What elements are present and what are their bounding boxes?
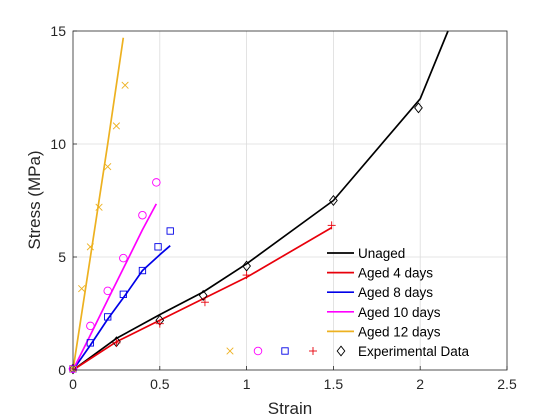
y-tick-label: 0 xyxy=(58,362,66,378)
aged-4-days-data-point xyxy=(112,338,121,347)
aged-10-days-data-point xyxy=(138,210,147,220)
aged-8-days-data-point xyxy=(166,227,174,235)
unaged-line xyxy=(72,30,449,371)
aged-4-days-data-point xyxy=(155,319,164,328)
unaged-data-point xyxy=(414,102,423,114)
aged-10-days-data-point xyxy=(103,286,112,296)
aged-10-days-data-point xyxy=(119,253,128,263)
aged-12-days-data-point xyxy=(78,285,86,293)
aged-10-days-data-point xyxy=(86,321,95,331)
aged-4-days-data-point xyxy=(242,271,251,280)
legend-marker-square xyxy=(281,347,289,355)
aged-4-days-line xyxy=(72,226,333,371)
x-tick-label: 0.5 xyxy=(150,376,170,392)
plot-frame xyxy=(72,30,508,371)
aged-8-days-data-point xyxy=(119,290,127,298)
x-tick-label: 2.5 xyxy=(497,376,517,392)
aged-12-days-data-point xyxy=(112,122,121,130)
y-tick-label: 10 xyxy=(50,136,66,152)
aged-8-days-data-point xyxy=(86,339,95,347)
aged-12-days-data-point xyxy=(95,203,103,211)
aged-12-days-line xyxy=(72,37,125,371)
unaged-data-point xyxy=(329,194,338,207)
legend-label: Aged 10 days xyxy=(358,305,441,320)
y-tick-label: 5 xyxy=(58,249,66,265)
legend: Unaged Aged 4 days Aged 8 days Aged 10 days… xyxy=(226,246,470,359)
aged-4-days-data-point xyxy=(327,221,336,230)
x-tick-label: 0 xyxy=(69,376,77,392)
aged-10-days-data-point xyxy=(152,178,161,187)
legend-label: Aged 4 days xyxy=(358,266,433,281)
aged-8-days-line xyxy=(72,245,171,371)
plot-area xyxy=(73,31,507,370)
data-markers xyxy=(68,81,423,375)
x-tick-label: 2 xyxy=(416,376,424,392)
legend-label: Unaged xyxy=(358,246,405,261)
legend-marker-plus xyxy=(309,347,317,355)
x-tick-label: 1 xyxy=(243,376,251,392)
legend-entry-experimental-data: Experimental Data xyxy=(226,344,470,359)
legend-entry-aged-8-days: Aged 8 days xyxy=(327,285,433,300)
legend-marker-cross xyxy=(226,347,234,355)
aged-4-days-data-point xyxy=(200,298,209,307)
legend-entry-unaged: Unaged xyxy=(327,246,405,261)
y-axis-title: Stress (MPa) xyxy=(25,150,44,249)
legend-label: Experimental Data xyxy=(358,344,470,359)
unaged-data-point xyxy=(198,289,208,301)
legend-label: Aged 8 days xyxy=(358,285,433,300)
legend-entry-aged-4-days: Aged 4 days xyxy=(327,266,433,281)
aged-8-days-data-point xyxy=(104,313,112,321)
legend-marker-circle xyxy=(253,346,263,356)
unaged-data-point xyxy=(68,363,78,375)
axis-ticks: 0 0.5 1 1.5 2 2.5 0 5 10 15 xyxy=(50,23,517,392)
legend-entry-aged-10-days: Aged 10 days xyxy=(327,305,441,320)
series-lines xyxy=(72,30,449,371)
aged-12-days-data-point xyxy=(86,243,94,251)
legend-entry-aged-12-days: Aged 12 days xyxy=(327,324,441,339)
aged-8-days-data-point xyxy=(138,266,147,275)
unaged-data-point xyxy=(242,260,251,272)
aged-8-days-data-point xyxy=(154,243,162,251)
aged-12-days-data-point xyxy=(121,81,129,89)
aged-12-days-data-point xyxy=(104,162,112,171)
y-tick-label: 15 xyxy=(50,23,66,39)
x-tick-label: 1.5 xyxy=(324,376,344,392)
x-axis-title: Strain xyxy=(268,399,312,418)
legend-marker-diamond xyxy=(336,345,346,357)
legend-label: Aged 12 days xyxy=(358,324,441,339)
